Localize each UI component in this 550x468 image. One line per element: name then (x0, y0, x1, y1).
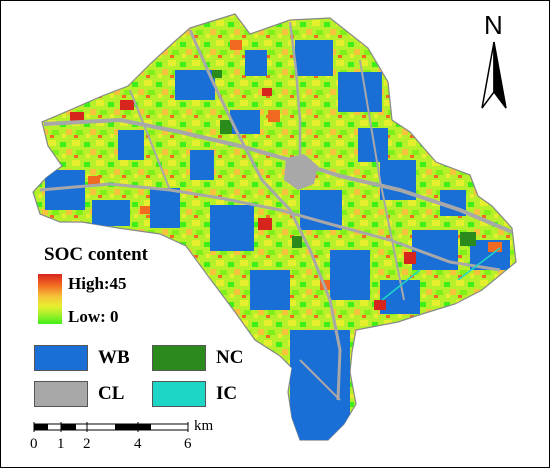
north-arrow-icon (481, 41, 507, 109)
study-area (32, 13, 517, 441)
label-ic: IC (216, 383, 238, 404)
scale-tick-6: 6 (184, 436, 192, 452)
scale-bar (33, 422, 189, 432)
legend-low-label: Low: 0 (68, 307, 119, 326)
scale-tick-0: 0 (30, 436, 38, 452)
town-area (284, 154, 318, 190)
scale-tick-4: 4 (134, 436, 142, 452)
scale-tick-1: 1 (57, 436, 65, 452)
swatch-wb (34, 345, 88, 371)
land-cover-layers (39, 21, 513, 440)
nc-patches (212, 70, 476, 248)
swatch-nc (152, 345, 206, 371)
scale-unit: km (194, 418, 214, 434)
swatch-cl (34, 381, 88, 407)
legend-high-label: High:45 (68, 274, 127, 293)
swatch-ic (152, 381, 206, 407)
label-cl: CL (98, 383, 125, 404)
label-wb: WB (98, 347, 130, 368)
scale-tick-2: 2 (83, 436, 91, 452)
north-label: N (484, 10, 503, 40)
ic-lines (381, 247, 501, 301)
legend-title: SOC content (44, 244, 148, 265)
label-nc: NC (216, 347, 244, 368)
water-body-patches (45, 40, 510, 440)
soc-gradient-bar (38, 274, 62, 324)
